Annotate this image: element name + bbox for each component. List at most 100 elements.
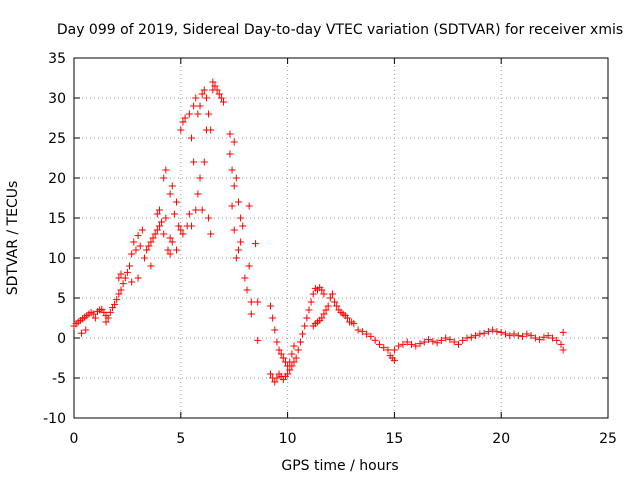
data-point	[247, 310, 255, 318]
data-point	[119, 280, 127, 288]
data-point	[407, 340, 415, 348]
data-point	[288, 350, 296, 358]
data-point	[207, 126, 215, 134]
data-point	[493, 328, 501, 336]
data-point	[519, 332, 527, 340]
data-point	[217, 94, 225, 102]
data-point	[121, 274, 129, 282]
data-point	[196, 102, 204, 110]
x-tick-label: 15	[385, 431, 403, 447]
data-point	[170, 210, 178, 218]
data-point	[489, 326, 497, 334]
data-point	[241, 274, 249, 282]
data-point	[91, 314, 99, 322]
y-tick-label: -5	[52, 371, 66, 387]
y-tick-label: 20	[48, 171, 66, 187]
data-point	[390, 346, 398, 354]
data-point	[273, 338, 281, 346]
data-point	[326, 294, 334, 302]
data-point	[117, 270, 125, 278]
data-point	[416, 340, 424, 348]
data-point	[446, 336, 454, 344]
data-point	[480, 329, 488, 337]
data-point	[128, 278, 136, 286]
data-point	[230, 226, 238, 234]
data-points	[70, 78, 567, 386]
data-point	[89, 310, 97, 318]
y-tick-label: 35	[48, 51, 66, 67]
x-tick-label: 10	[279, 431, 297, 447]
x-tick-label: 5	[176, 431, 185, 447]
data-point	[454, 340, 462, 348]
data-point	[155, 222, 163, 230]
y-tick-labels: -10 -5 0 5 10 15 20 25 30 35	[43, 51, 66, 427]
data-point	[501, 330, 509, 338]
data-point	[322, 306, 330, 314]
data-point	[147, 262, 155, 270]
data-point	[390, 356, 398, 364]
data-point	[267, 302, 275, 310]
data-point	[179, 230, 187, 238]
data-point	[290, 358, 298, 366]
data-point	[205, 110, 213, 118]
data-point	[202, 94, 210, 102]
data-point	[115, 290, 123, 298]
data-point	[403, 338, 411, 346]
data-point	[506, 332, 514, 340]
data-point	[333, 302, 341, 310]
data-point	[198, 206, 206, 214]
data-point	[232, 254, 240, 262]
data-point	[354, 326, 362, 334]
data-point	[279, 354, 287, 362]
data-point	[185, 110, 193, 118]
data-point	[194, 190, 202, 198]
data-point	[160, 174, 168, 182]
grid-lines	[74, 58, 608, 418]
data-point	[395, 342, 403, 350]
data-point	[420, 338, 428, 346]
data-point	[196, 174, 204, 182]
data-point	[286, 366, 294, 374]
data-point	[442, 334, 450, 342]
data-point	[77, 329, 85, 337]
data-point	[343, 314, 351, 322]
data-point	[226, 130, 234, 138]
data-point	[433, 339, 441, 347]
data-point	[177, 226, 185, 234]
data-point	[245, 262, 253, 270]
data-point	[187, 134, 195, 142]
data-point	[384, 346, 392, 354]
data-point	[269, 314, 277, 322]
data-point	[463, 334, 471, 342]
data-point	[132, 246, 140, 254]
x-tick-label: 0	[70, 431, 79, 447]
data-point	[425, 336, 433, 344]
data-point	[194, 110, 202, 118]
data-point	[185, 210, 193, 218]
data-point	[527, 332, 535, 340]
data-point	[190, 158, 198, 166]
data-point	[303, 314, 311, 322]
data-point	[123, 268, 131, 276]
data-point	[213, 86, 221, 94]
y-tick-label: 30	[48, 91, 66, 107]
x-tick-label: 25	[599, 431, 617, 447]
data-point	[277, 350, 285, 358]
data-point	[209, 78, 217, 86]
data-point	[134, 232, 142, 240]
data-point	[271, 378, 279, 386]
data-point	[239, 222, 247, 230]
data-point	[153, 210, 161, 218]
data-point	[367, 332, 375, 340]
data-point	[168, 238, 176, 246]
y-tick-label: 5	[57, 291, 66, 307]
data-point	[371, 336, 379, 344]
x-axis-label: GPS time / hours	[281, 458, 398, 474]
data-point	[134, 274, 142, 282]
data-point	[309, 290, 317, 298]
data-point	[140, 254, 148, 262]
data-point	[254, 336, 262, 344]
data-point	[205, 214, 213, 222]
data-point	[450, 338, 458, 346]
